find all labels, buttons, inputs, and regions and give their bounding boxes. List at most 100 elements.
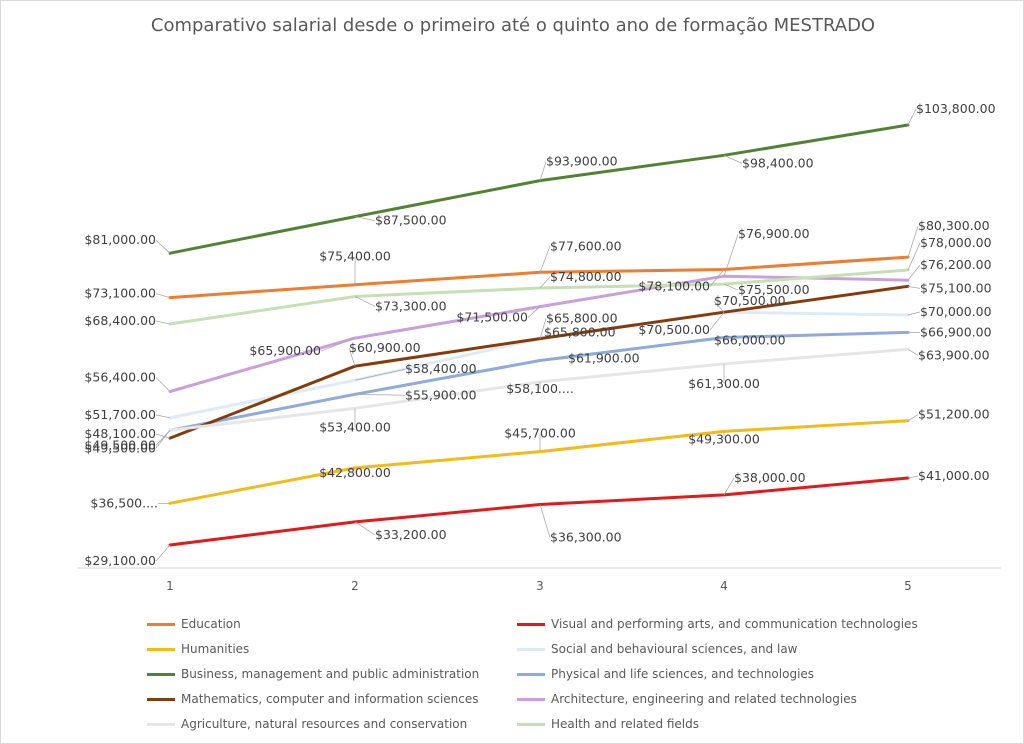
legend-item: Social and behavioural sciences, and law — [517, 640, 798, 658]
legend-item: Education — [147, 615, 241, 633]
data-label-leader — [354, 368, 406, 381]
data-label: $65,800.00 — [544, 325, 616, 340]
data-label: $38,000.00 — [734, 470, 806, 485]
data-label-leader — [709, 269, 725, 287]
data-label: $70,500.00 — [714, 293, 786, 308]
data-label-leader — [155, 430, 171, 446]
data-label-leader — [723, 234, 739, 277]
data-label-leader — [723, 283, 739, 291]
data-label-leader — [907, 285, 921, 289]
data-label-leader — [539, 358, 569, 361]
data-label: $58,100.... — [506, 381, 574, 396]
data-label: $93,900.00 — [546, 154, 618, 169]
data-label-leader — [907, 475, 919, 479]
legend-swatch — [147, 622, 175, 626]
data-label-leader — [155, 320, 171, 325]
data-label-leader — [907, 242, 921, 271]
data-label-leader — [907, 264, 921, 281]
legend-swatch — [147, 672, 175, 676]
data-label: $75,400.00 — [319, 249, 391, 264]
data-label: $87,500.00 — [375, 213, 447, 228]
series-line — [168, 310, 910, 420]
legend-item: Mathematics, computer and information sc… — [147, 690, 479, 708]
data-label: $103,800.00 — [916, 101, 996, 116]
x-tick-label: 4 — [720, 579, 728, 593]
data-label: $63,900.00 — [918, 347, 990, 362]
data-label: $80,300.00 — [918, 218, 990, 233]
chart-legend: Education Visual and performing arts, and… — [1, 601, 1024, 741]
data-label-leader — [539, 504, 551, 538]
line-chart: 1 2 3 4 5 $73,100.00 $75,400.00 $77,600.00 $78,1… — [77, 101, 1001, 593]
data-label: $33,200.00 — [375, 527, 447, 542]
data-label: $49,300.00 — [688, 431, 760, 446]
series-line — [168, 476, 910, 547]
legend-item: Visual and performing arts, and communic… — [517, 615, 918, 633]
data-label-leader — [723, 477, 735, 496]
legend-swatch — [517, 647, 545, 651]
data-label: $36,300.00 — [550, 529, 622, 544]
data-label: $75,500.00 — [738, 282, 810, 297]
data-label: $71,500.00 — [456, 310, 528, 325]
data-label: $78,100.00 — [638, 278, 710, 293]
data-label-leader — [907, 311, 921, 316]
series-line — [168, 347, 910, 432]
series-line — [168, 255, 910, 300]
data-label: $51,200.00 — [918, 407, 990, 422]
legend-label: Business, management and public administ… — [181, 667, 480, 681]
legend-swatch — [147, 722, 175, 726]
data-label-leader — [354, 521, 376, 536]
data-label: $70,500.00 — [638, 322, 710, 337]
legend-swatch — [517, 622, 545, 626]
data-label: $58,400.00 — [405, 361, 477, 376]
data-label-leader — [709, 311, 725, 331]
data-label-leader — [354, 216, 376, 221]
data-label-leader — [713, 337, 725, 341]
data-label-leader — [155, 239, 171, 254]
legend-label: Agriculture, natural resources and conse… — [181, 717, 468, 731]
chart-title: Comparativo salarial desde o primeiro at… — [150, 15, 876, 36]
data-label: $53,400.00 — [319, 419, 391, 434]
data-label-leader — [907, 108, 917, 126]
legend-swatch — [517, 697, 545, 701]
legend-swatch — [147, 647, 175, 651]
data-label-leader — [907, 225, 919, 258]
data-label: $66,000.00 — [714, 333, 786, 348]
x-tick-label: 5 — [904, 579, 912, 593]
data-label: $66,900.00 — [920, 324, 992, 339]
data-label: $36,500.... — [90, 495, 158, 510]
x-tick-label: 3 — [536, 579, 544, 593]
data-label-leader — [155, 544, 171, 562]
data-label-leader — [539, 276, 551, 289]
data-label-leader — [539, 161, 547, 181]
legend-label: Education — [181, 617, 241, 631]
data-label-leader — [527, 306, 541, 318]
data-label-leader — [354, 296, 376, 307]
data-label-leader — [354, 393, 406, 396]
data-label: $56,400.00 — [84, 369, 156, 384]
legend-item: Health and related fields — [517, 715, 699, 733]
x-tick-label: 1 — [166, 579, 174, 593]
data-label: $45,700.00 — [504, 426, 576, 441]
legend-label: Health and related fields — [551, 717, 700, 731]
legend-label: Physical and life sciences, and technolo… — [551, 667, 815, 681]
data-label-leader — [155, 414, 171, 419]
data-label: $61,300.00 — [688, 376, 760, 391]
data-label: $61,900.00 — [568, 351, 640, 366]
data-label: $77,600.00 — [550, 238, 622, 253]
data-label: $60,900.00 — [349, 340, 421, 355]
legend-item: Physical and life sciences, and technolo… — [517, 665, 814, 683]
data-label-leader — [155, 293, 171, 298]
data-label: $55,900.00 — [405, 387, 477, 402]
data-label: $68,400.00 — [84, 313, 156, 328]
data-label-leader — [348, 348, 356, 367]
legend-label: Visual and performing arts, and communic… — [551, 617, 918, 631]
data-label: $73,100.00 — [84, 286, 156, 301]
legend-label: Mathematics, computer and information sc… — [181, 692, 479, 706]
data-label: $48,100.00 — [84, 426, 156, 441]
data-label: $73,300.00 — [375, 298, 447, 313]
data-label-leader — [155, 377, 171, 392]
data-label-leader — [155, 433, 171, 439]
data-label: $81,000.00 — [84, 232, 156, 247]
legend-swatch — [517, 722, 545, 726]
legend-swatch — [147, 697, 175, 701]
